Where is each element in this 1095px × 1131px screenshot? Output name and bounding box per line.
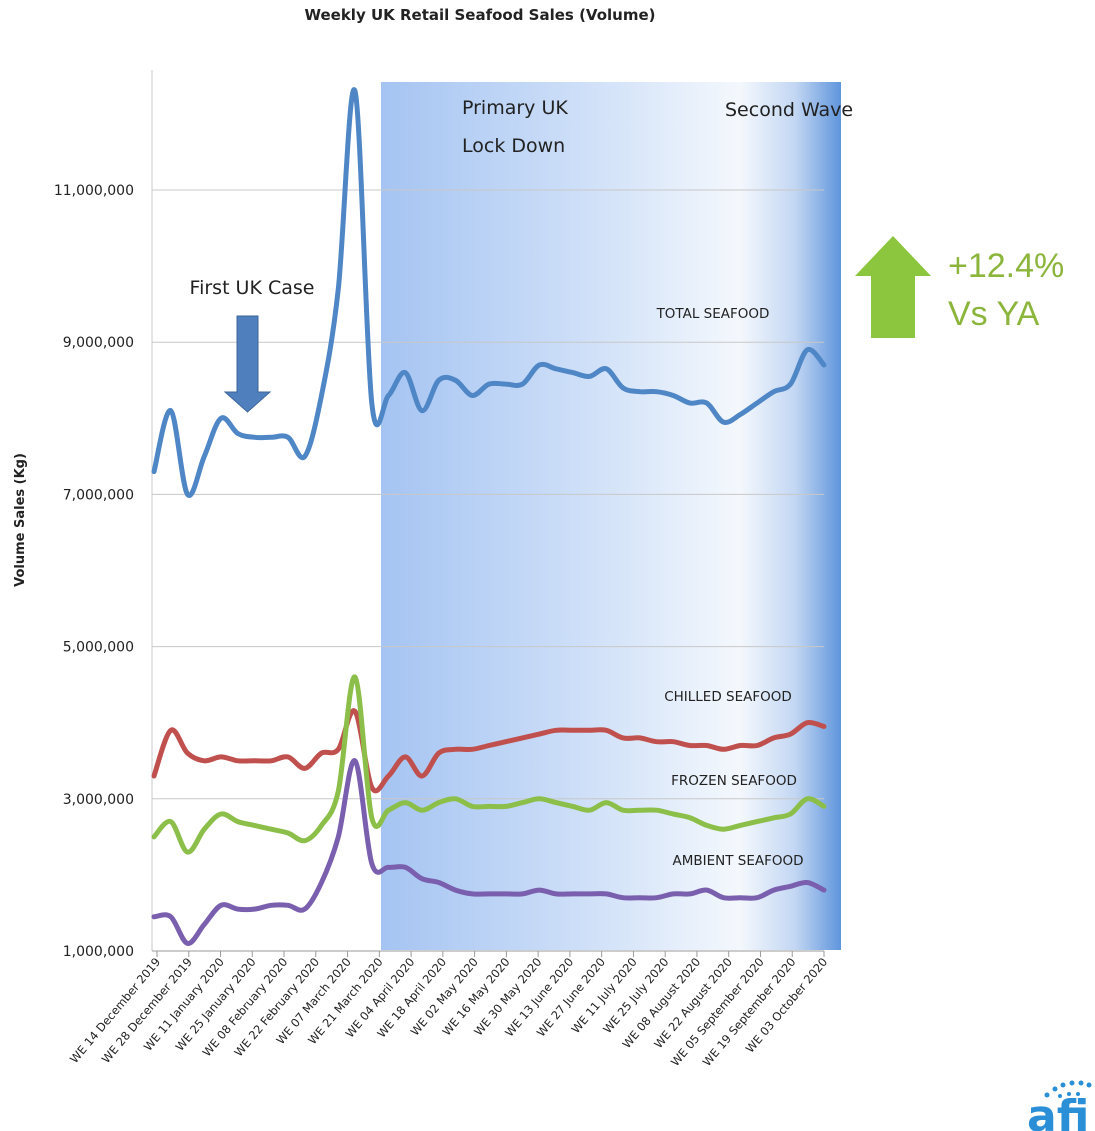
- frozen-seafood-line: [151, 674, 827, 855]
- lockdown-label-line2: Lock Down: [462, 135, 565, 157]
- y-tick-label: 3,000,000: [63, 792, 134, 808]
- second-wave-label: Second Wave: [725, 99, 853, 121]
- total-seafood-line: [151, 87, 827, 498]
- y-tick-label: 7,000,000: [63, 487, 134, 503]
- y-tick-label: 5,000,000: [63, 640, 134, 656]
- y-tick-label: 11,000,000: [54, 183, 134, 199]
- growth-value: +12.4%: [948, 247, 1064, 285]
- seafish-logo-icon: afi: [1027, 1080, 1092, 1131]
- y-axis-label: Volume Sales (Kg): [13, 453, 28, 587]
- series-label-chilled: CHILLED SEAFOOD: [664, 689, 792, 705]
- series-label-total: TOTAL SEAFOOD: [656, 306, 770, 322]
- arrow-up-icon: [855, 236, 931, 338]
- growth-comparison: Vs YA: [948, 295, 1040, 333]
- series-lines: [151, 87, 827, 946]
- ambient-seafood-line: [151, 758, 827, 946]
- y-tick-label: 1,000,000: [63, 944, 134, 960]
- lockdown-label-line1: Primary UK: [462, 97, 568, 119]
- series-label-frozen: FROZEN SEAFOOD: [671, 773, 797, 789]
- first-uk-case-label: First UK Case: [190, 277, 315, 299]
- logo-text: afi: [1027, 1091, 1089, 1131]
- y-tick-label: 9,000,000: [63, 335, 134, 351]
- arrow-down-icon: [223, 315, 272, 413]
- y-axis-ticks: 1,000,000 3,000,000 5,000,000 7,000,000 9,00…: [54, 183, 134, 960]
- chart-title: Weekly UK Retail Seafood Sales (Volume): [304, 6, 655, 24]
- series-label-ambient: AMBIENT SEAFOOD: [672, 853, 803, 869]
- chilled-seafood-line: [151, 708, 827, 794]
- grid-lines: [151, 70, 824, 951]
